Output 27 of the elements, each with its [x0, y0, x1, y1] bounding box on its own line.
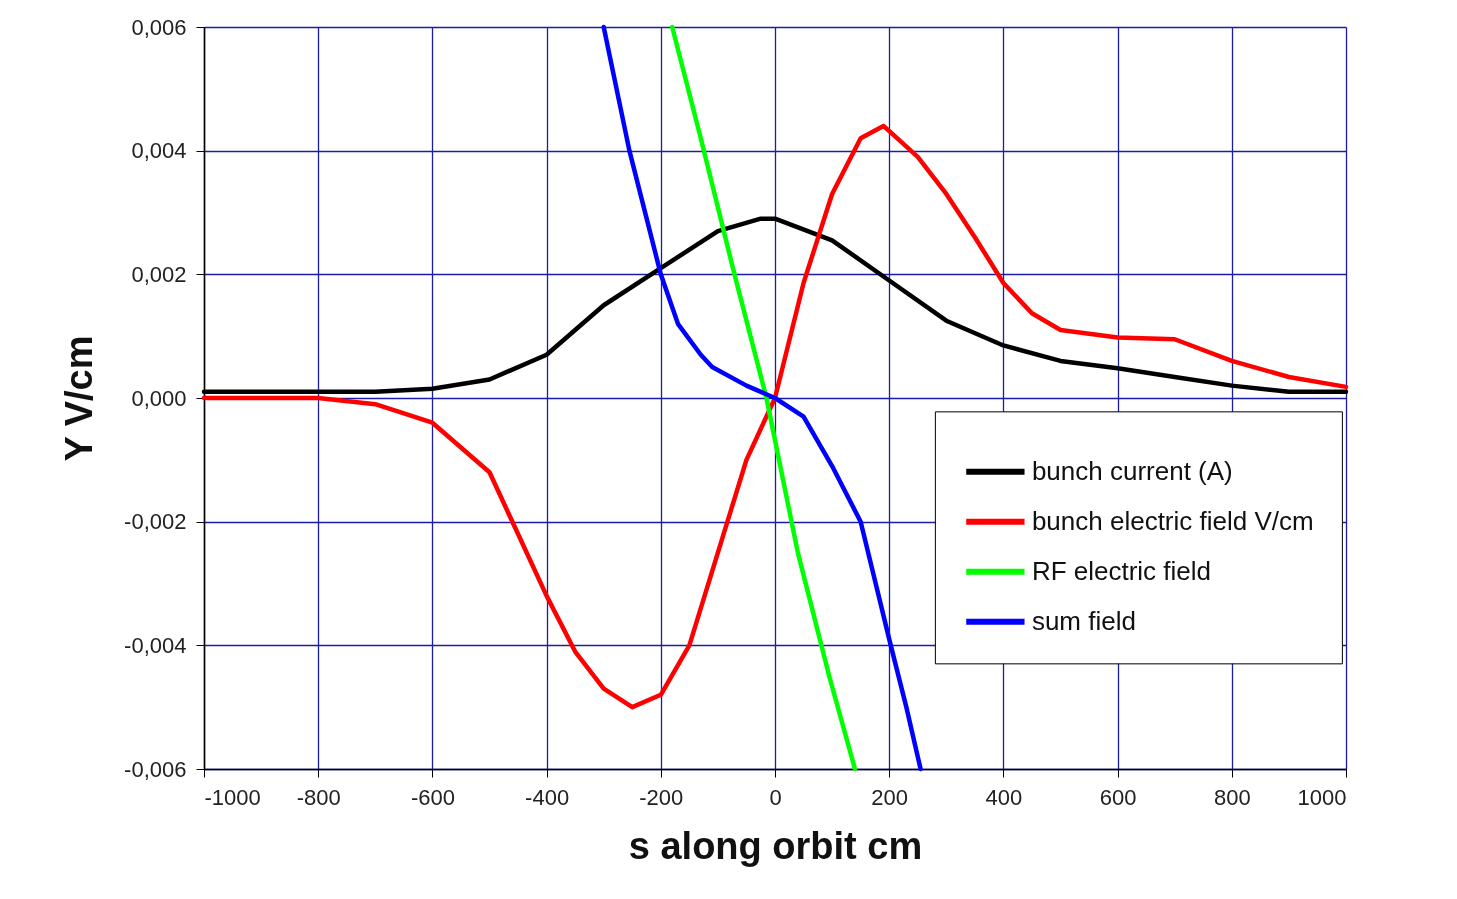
y-tick-label: -0,006 [124, 756, 187, 782]
x-tick-label: 400 [985, 784, 1023, 810]
x-tick-label: 800 [1213, 784, 1251, 810]
x-tick-label: -1000 [204, 784, 261, 810]
legend-label: bunch electric field V/cm [1031, 505, 1314, 536]
x-tick-label: -600 [410, 784, 455, 810]
x-tick-label: 200 [871, 784, 909, 810]
line-series [669, 24, 858, 772]
x-tick-label: 0 [769, 784, 782, 810]
x-tick-label: 1000 [1297, 784, 1347, 810]
line-series [201, 123, 1349, 710]
legend-label: bunch current (A) [1031, 455, 1233, 486]
y-tick-label: 0,002 [131, 261, 187, 287]
x-tick-label: -400 [525, 784, 570, 810]
x-tick-label: -800 [296, 784, 341, 810]
legend-label: sum field [1031, 605, 1136, 636]
y-tick-label: 0,000 [131, 385, 187, 411]
x-axis-title: s along orbit cm [628, 824, 923, 867]
x-tick-label: -200 [639, 784, 684, 810]
legend-label: RF electric field [1031, 555, 1212, 586]
x-tick-label: 600 [1099, 784, 1137, 810]
line-series [601, 24, 923, 772]
y-axis-title: Y V/cm [58, 335, 101, 462]
y-tick-label: 0,006 [131, 14, 187, 40]
y-tick-label: 0,004 [131, 138, 187, 164]
y-tick-label: -0,004 [124, 632, 187, 658]
y-tick-label: -0,002 [124, 509, 187, 535]
